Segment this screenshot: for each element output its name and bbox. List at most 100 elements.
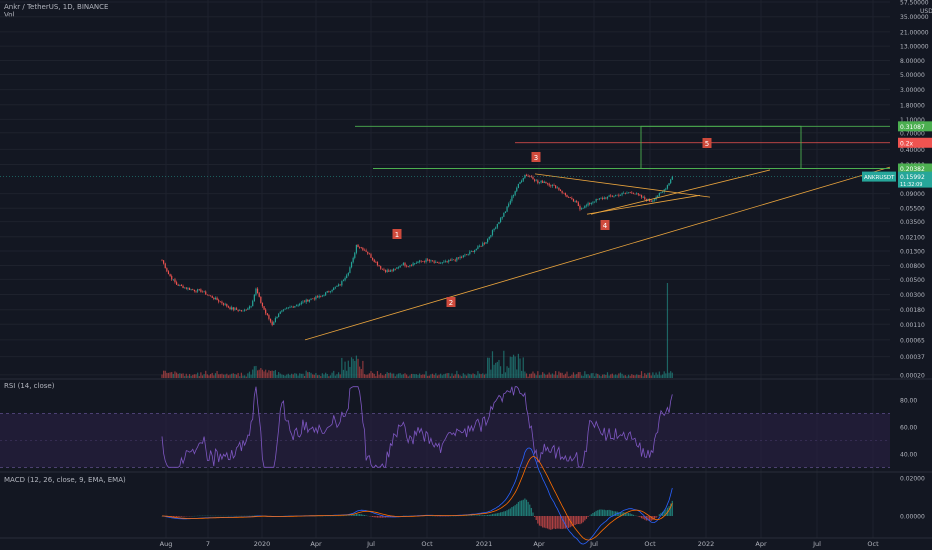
candle-body [431,260,434,262]
target-box [640,125,802,169]
volume-bar [399,373,401,378]
candle-body [213,297,215,300]
candle-body [595,198,597,202]
candle-body [401,264,403,266]
candle-body [167,271,170,275]
price-tick-label: 0.01300 [900,249,925,256]
macd-histogram-bar [470,515,473,516]
macd-histogram-bar [564,516,566,529]
volume-bar [428,375,430,378]
candle-body [529,175,531,177]
volume-bar [292,374,294,378]
candle-body [443,261,445,263]
volume-bar [431,373,434,378]
currency-label: USDT [920,8,932,15]
volume-bar [393,373,395,378]
candle-body [268,315,270,319]
volume-bar [269,370,272,378]
volume-bar [521,370,523,378]
candle-body [590,202,592,204]
candle-body [525,174,528,176]
volume-bar [384,373,387,378]
candle-body [331,289,333,292]
macd-histogram-bar [606,510,609,516]
volume-bar [624,375,626,378]
candle-body [522,178,524,181]
candle-body [185,287,187,289]
candle-body [305,299,307,303]
volume-bar [310,372,312,378]
candle-body [349,267,351,273]
candle-body [180,285,183,286]
macd-histogram-bar [380,516,382,518]
volume-bar [294,373,296,378]
candle-body [372,257,374,260]
macd-histogram-bar [506,510,508,516]
candle-body [201,291,204,293]
candle-body [179,285,181,286]
volume-bar [221,373,223,378]
macd-histogram-bar [658,514,660,516]
candle-body [414,263,416,264]
volume-bar [276,375,278,378]
candle-body [231,307,233,310]
volume-bar [569,375,571,378]
candle-body [357,244,359,248]
candle-body [200,289,202,292]
candle-body [182,285,184,289]
volume-bar [636,374,638,378]
volume-bar [193,374,195,378]
candle-body [470,251,473,252]
upper-zone-price-tag-bg [898,121,932,132]
volume-bar [368,373,370,378]
time-tick-label: 2020 [254,540,271,548]
macd-histogram-bar [372,516,374,517]
volume-bar [462,373,464,378]
volume-bar [548,372,550,378]
candle-body [410,265,413,266]
candle-body [281,310,283,312]
candle-body [540,181,542,183]
volume-bar [363,374,366,378]
price-tick-label: 0.00020 [900,372,925,379]
candle-body [307,299,309,302]
candle-body [258,293,260,297]
volume-bar [529,373,531,378]
candle-body [216,297,218,301]
candle-body [278,313,280,317]
candle-body [661,191,664,193]
candle-body [318,295,320,298]
macd-histogram-bar [608,509,610,516]
candle-body [218,300,220,302]
volume-bar [487,357,489,378]
macd-histogram-bar [660,512,662,516]
macd-histogram-bar [649,516,651,521]
volume-bar [478,373,481,378]
volume-bar [180,373,183,378]
candle-body [465,254,468,256]
candle-body [487,238,489,243]
candle-body [611,196,613,197]
volume-bar [247,373,249,378]
candle-body [210,295,212,297]
macd-histogram-bar [568,516,570,528]
volume-bar [566,371,568,378]
candle-body [461,257,463,258]
macd-histogram-bar [352,514,354,516]
macd-histogram-bar [626,512,628,516]
macd-histogram-bar [655,516,657,518]
volume-bar [329,375,332,378]
candle-body [597,198,599,200]
candle-body [640,195,643,198]
volume-bar [543,373,545,378]
macd-histogram-bar [493,513,495,516]
volume-bar [550,374,552,378]
candle-body [600,198,602,199]
volume-bar [252,369,254,378]
volume-bar [592,373,594,378]
volume-bar [519,358,521,378]
volume-bar [469,373,471,378]
macd-histogram-bar [624,512,626,516]
macd-histogram-bar [597,510,599,516]
